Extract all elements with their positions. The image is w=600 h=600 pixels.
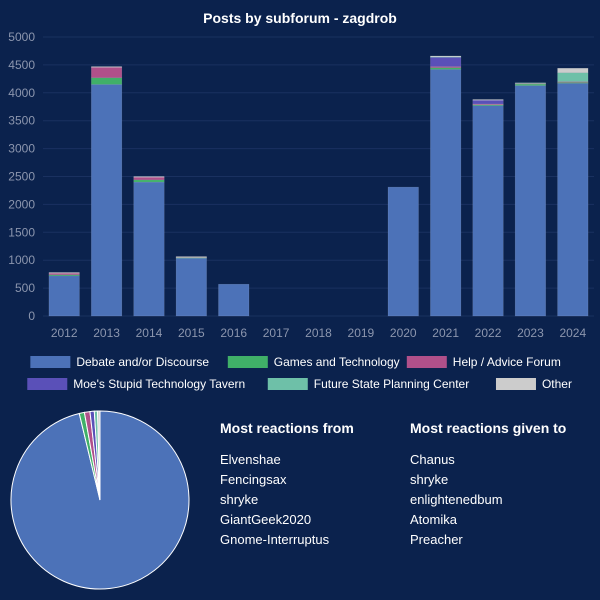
list-item: shryke (410, 472, 449, 487)
list-item: Chanus (410, 452, 455, 467)
pie-slice (97, 410, 101, 501)
bar-segment (91, 84, 123, 317)
x-tick-label: 2016 (220, 326, 247, 340)
bar-segment (175, 256, 207, 258)
legend-swatch (27, 378, 68, 390)
bar-area (48, 55, 589, 317)
y-tick-label: 4000 (8, 86, 35, 100)
x-tick-label: 2022 (475, 326, 502, 340)
list-item: Fencingsax (220, 472, 287, 487)
most-reactions-from-panel: Most reactions from Elvenshae Fencingsax… (220, 420, 354, 550)
x-tick-label: 2014 (136, 326, 163, 340)
bar-segment (472, 105, 504, 317)
x-tick-label: 2021 (432, 326, 459, 340)
x-tick-label: 2015 (178, 326, 205, 340)
list-item: Atomika (410, 512, 457, 527)
y-tick-label: 3500 (8, 114, 35, 128)
x-tick-label: 2024 (559, 326, 586, 340)
x-tick-label: 2017 (263, 326, 290, 340)
legend-label: Future State Planning Center (314, 377, 469, 391)
legend-swatch (495, 378, 536, 390)
x-tick-label: 2013 (93, 326, 120, 340)
most-reactions-given-to-heading: Most reactions given to (410, 420, 567, 436)
x-tick-label: 2012 (51, 326, 78, 340)
bar-segment (48, 275, 80, 317)
bar-segment (387, 186, 419, 317)
y-tick-label: 2000 (8, 197, 35, 211)
bar-segment (133, 181, 165, 317)
x-tick-label: 2023 (517, 326, 544, 340)
list-item: Elvenshae (220, 452, 281, 467)
y-tick-label: 2500 (8, 170, 35, 184)
bar-segment (557, 67, 589, 73)
legend-swatch (267, 378, 308, 390)
legend: Debate and/or Discourse Games and Technol… (27, 355, 572, 391)
bar-segment (514, 82, 546, 84)
x-tick-label: 2020 (390, 326, 417, 340)
legend-label: Games and Technology (274, 355, 400, 369)
bar-segment (91, 66, 123, 78)
list-item: enlightenedbum (410, 492, 503, 507)
bar-segment (91, 77, 123, 85)
list-item: shryke (220, 492, 259, 507)
chart-title: Posts by subforum - zagdrob (203, 10, 397, 26)
bar-segment (430, 67, 462, 70)
most-reactions-given-to-panel: Most reactions given to Chanus shryke en… (410, 420, 566, 550)
bar-segment (557, 83, 589, 317)
x-tick-label: 2018 (305, 326, 332, 340)
bar-segment (48, 272, 80, 274)
x-tick-label: 2019 (348, 326, 375, 340)
bar-segment (430, 55, 462, 58)
bar-segment (472, 99, 504, 105)
y-tick-label: 1500 (8, 225, 35, 239)
most-reactions-from-heading: Most reactions from (220, 420, 354, 436)
bar-segment (218, 283, 250, 317)
y-tick-label: 1000 (8, 253, 35, 267)
most-reactions-given-to-list: Chanus shryke enlightenedbum Atomika Pre… (410, 450, 566, 550)
legend-swatch (406, 356, 447, 368)
bar-segment (557, 72, 589, 82)
bar-segment (91, 66, 123, 68)
bar-segment (175, 257, 207, 317)
bar-segment (133, 179, 165, 183)
legend-label: Help / Advice Forum (453, 355, 561, 369)
legend-swatch (30, 356, 71, 368)
x-axis: 2012 2013 2014 2015 2016 2017 2018 2019 2020 2021… (51, 326, 587, 340)
y-tick-label: 5000 (8, 30, 35, 44)
list-item: Preacher (410, 532, 463, 547)
legend-label: Moe's Stupid Technology Tavern (73, 377, 245, 391)
legend-label: Debate and/or Discourse (76, 355, 209, 369)
pie-chart (10, 410, 190, 590)
y-tick-label: 500 (15, 281, 35, 295)
bar-segment (472, 99, 504, 101)
bar-segment (133, 176, 165, 178)
y-tick-label: 4500 (8, 58, 35, 72)
list-item: Gnome-Interruptus (220, 532, 330, 547)
y-tick-label: 3000 (8, 142, 35, 156)
grid-lines (43, 36, 594, 317)
legend-label: Other (542, 377, 572, 391)
bar-segment (514, 85, 546, 317)
most-reactions-from-list: Elvenshae Fencingsax shryke GiantGeek202… (220, 450, 354, 550)
bar-segment (430, 56, 462, 67)
y-tick-label: 0 (28, 309, 35, 323)
legend-swatch (227, 356, 268, 368)
list-item: GiantGeek2020 (220, 512, 312, 527)
bar-segment (430, 69, 462, 317)
y-axis: 0 500 1000 1500 2000 2500 3000 3500 4000 4500 5000 (8, 30, 35, 323)
